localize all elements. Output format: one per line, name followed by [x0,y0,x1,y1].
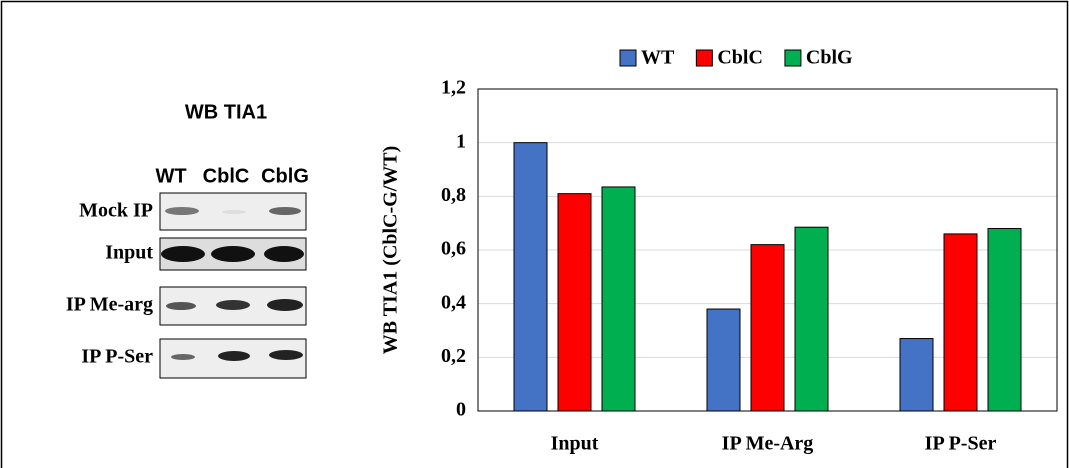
row-label: Input [105,242,153,264]
y-tick-label: 0 [456,399,466,421]
legend-label: CblC [717,47,763,69]
y-tick-label: 0,4 [441,291,466,313]
legend-label: CblG [806,47,853,69]
y-tick-label: 0,2 [441,345,466,367]
x-tick-label: Input [551,433,599,455]
bar [513,142,548,412]
legend-swatch [619,49,637,67]
bar [987,228,1022,412]
lane-label: WT [155,165,186,187]
legend-label: WT [641,47,675,69]
row-label: Mock IP [79,200,153,222]
row-label: IP P-Ser [81,346,153,368]
y-tick-label: 1,2 [441,77,466,99]
bar [706,308,741,412]
legend-swatch [784,49,802,67]
x-tick-label: IP P-Ser [925,433,997,455]
y-tick-label: 0,6 [441,238,466,260]
bar [899,338,934,412]
y-axis-label: WB TIA1 (CblC-G/WT) [380,146,402,355]
row-label: IP Me-arg [66,294,153,316]
lane-label: CblG [261,165,309,187]
bar [794,226,829,412]
legend-swatch [695,49,713,67]
x-tick-label: IP Me-Arg [722,433,814,455]
bar [557,193,592,412]
lane-label: CblC [203,165,250,187]
blot-title: WB TIA1 [185,101,267,123]
bar [943,233,978,412]
blot-panel [159,192,307,379]
bar [601,186,636,412]
y-tick-label: 0,8 [441,184,466,206]
y-tick-label: 1 [456,130,466,152]
bar [750,244,785,412]
